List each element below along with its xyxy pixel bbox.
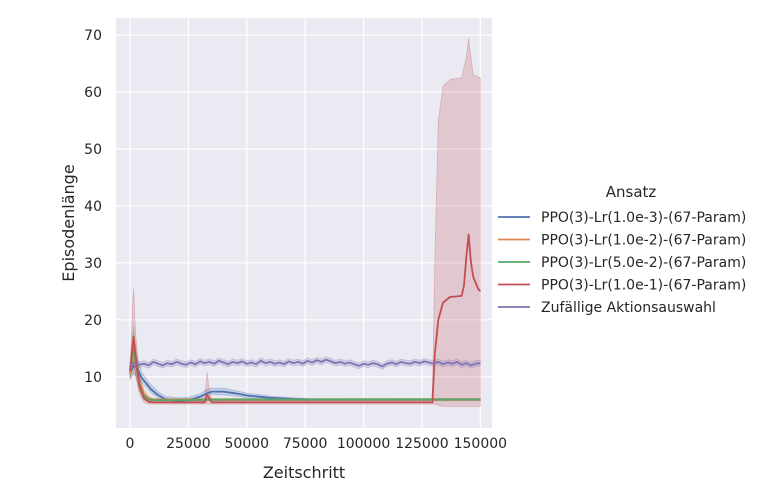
confidence-band-4 [129, 37, 481, 407]
plot-background [116, 18, 492, 428]
y-tick-label: 70 [84, 28, 102, 44]
x-tick-label: 50000 [225, 436, 270, 452]
y-tick-label: 30 [84, 256, 102, 272]
x-tick-label: 125000 [395, 436, 448, 452]
y-axis-label: Episodenlänge [59, 164, 78, 281]
confidence-band-2 [129, 331, 481, 402]
y-tick-label: 40 [84, 199, 102, 215]
confidence-band-3 [129, 325, 481, 402]
series-line-4 [129, 233, 481, 404]
y-tick-label: 10 [84, 370, 102, 386]
y-tick-label: 20 [84, 313, 102, 329]
grid-lines [116, 18, 492, 428]
legend-title: Ansatz [606, 183, 657, 201]
y-tick-label: 50 [84, 142, 102, 158]
x-tick-label: 100000 [337, 436, 390, 452]
x-axis-label: Zeitschritt [263, 463, 345, 482]
legend-entry-1: PPO(3)-Lr(1.0e-3)-(67-Param) [541, 210, 746, 226]
y-axis-ticks: 10 20 30 40 50 60 70 [84, 28, 102, 386]
series-lines [129, 233, 481, 404]
legend: Ansatz PPO(3)-Lr(1.0e-3)-(67-Param) PPO(3… [498, 183, 746, 316]
x-tick-label: 75000 [283, 436, 328, 452]
legend-entry-4: PPO(3)-Lr(1.0e-1)-(67-Param) [541, 278, 746, 294]
series-line-5 [129, 358, 481, 368]
x-tick-label: 150000 [454, 436, 507, 452]
legend-entry-2: PPO(3)-Lr(1.0e-2)-(67-Param) [541, 233, 746, 249]
x-tick-label: 25000 [166, 436, 211, 452]
y-tick-label: 60 [84, 85, 102, 101]
legend-entry-5: Zufällige Aktionsauswahl [541, 300, 716, 316]
legend-entry-3: PPO(3)-Lr(5.0e-2)-(67-Param) [541, 255, 746, 271]
x-axis-ticks: 0 25000 50000 75000 100000 125000 150000 [126, 436, 507, 452]
x-tick-label: 0 [126, 436, 135, 452]
